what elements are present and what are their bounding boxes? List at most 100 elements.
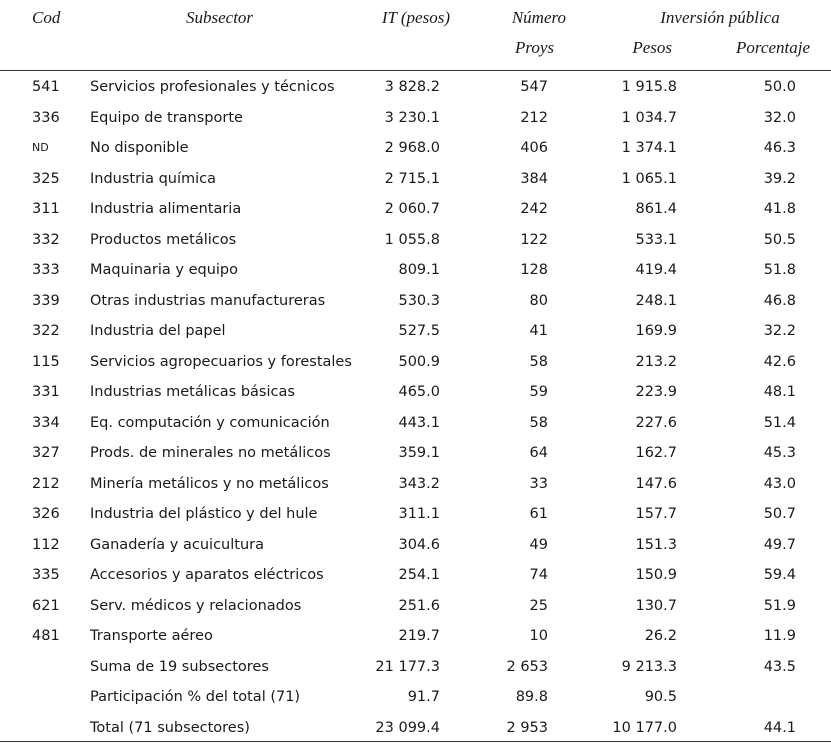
cell-proys: 25	[529, 597, 548, 614]
cell-pesos: 162.7	[635, 445, 677, 461]
cell-cod: 331	[32, 384, 60, 400]
cell-it: 527.5	[398, 323, 440, 339]
cell-pesos: 150.9	[635, 567, 677, 583]
cell-subsector: Minería metálicos y no metálicos	[90, 475, 329, 492]
bottom-rule	[0, 741, 831, 742]
cell-pesos: 861.4	[635, 201, 677, 217]
cell-pesos: 223.9	[635, 384, 677, 400]
cell-subsector: Serv. médicos y relacionados	[90, 597, 302, 614]
cell-proys: 41	[529, 323, 548, 339]
cell-it: 500.9	[398, 353, 440, 370]
cell-proys: 2 653	[506, 658, 548, 675]
cell-it: 443.1	[398, 414, 440, 431]
cell-subsector: Equipo de transporte	[90, 109, 243, 126]
cell-pesos: 10 177.0	[612, 719, 677, 736]
cell-pesos: 90.5	[644, 689, 677, 705]
cell-it: 3 828.2	[384, 79, 440, 95]
cell-it: 530.3	[398, 292, 440, 309]
cell-pesos: 157.7	[635, 506, 677, 522]
cell-cod: 311	[32, 201, 60, 217]
header-pesos: Pesos	[632, 38, 672, 57]
cell-proys: 384	[520, 170, 548, 187]
cell-porcentaje: 39.2	[763, 170, 796, 187]
cell-pesos: 1 065.1	[621, 170, 677, 187]
cell-proys: 61	[529, 506, 548, 522]
cell-cod: 334	[32, 414, 60, 431]
cell-subsector: Productos metálicos	[90, 231, 237, 248]
cell-subsector: Accesorios y aparatos eléctricos	[90, 567, 324, 583]
cell-proys: 80	[529, 292, 548, 309]
cell-subsector: Maquinaria y equipo	[90, 262, 238, 278]
cell-subsector: Suma de 19 subsectores	[90, 658, 269, 675]
cell-pesos: 147.6	[635, 475, 677, 492]
cell-it: 2 968.0	[384, 140, 440, 156]
cell-cod: 481	[32, 628, 60, 644]
cell-cod: 335	[32, 567, 60, 583]
cell-proys: 128	[520, 262, 548, 278]
cell-pesos: 248.1	[635, 292, 677, 309]
cell-subsector: Otras industrias manufactureras	[90, 292, 326, 309]
cell-cod: 339	[32, 292, 60, 309]
cell-subsector: Eq. computación y comunicación	[90, 414, 330, 431]
cell-proys: 89.8	[515, 689, 548, 705]
cell-cod: 326	[32, 506, 60, 522]
cell-porcentaje: 32.2	[763, 323, 796, 339]
cell-cod: 336	[32, 109, 60, 126]
header-rule	[0, 70, 831, 71]
cell-proys: 242	[520, 201, 548, 217]
cell-it: 1 055.8	[384, 231, 440, 248]
cell-proys: 74	[529, 567, 548, 583]
cell-pesos: 213.2	[635, 353, 677, 370]
cell-it: 311.1	[398, 506, 440, 522]
cell-cod: 212	[32, 475, 60, 492]
cell-proys: 2 953	[506, 719, 548, 736]
cell-cod: 332	[32, 231, 60, 248]
cell-cod: 115	[32, 353, 60, 370]
cell-porcentaje: 45.3	[763, 445, 796, 461]
cell-porcentaje: 11.9	[763, 628, 796, 644]
cell-subsector: Industrias metálicas básicas	[90, 384, 295, 400]
cell-it: 3 230.1	[384, 109, 440, 126]
cell-cod: 322	[32, 323, 60, 339]
cell-proys: 10	[529, 628, 548, 644]
cell-subsector: Transporte aéreo	[90, 628, 213, 644]
cell-porcentaje: 51.8	[763, 262, 796, 278]
cell-pesos: 151.3	[635, 536, 677, 553]
cell-subsector: Ganadería y acuicultura	[90, 536, 264, 553]
cell-proys: 59	[529, 384, 548, 400]
cell-it: 809.1	[398, 262, 440, 278]
cell-subsector: Servicios profesionales y técnicos	[90, 79, 335, 95]
cell-it: 304.6	[398, 536, 440, 553]
header-numero: Número	[511, 8, 566, 27]
cell-porcentaje: 50.7	[763, 506, 796, 522]
header-subsector: Subsector	[186, 8, 254, 27]
cell-porcentaje: 46.8	[763, 292, 796, 309]
cell-porcentaje: 48.1	[763, 384, 796, 400]
cell-pesos: 9 213.3	[621, 658, 677, 675]
cell-pesos: 130.7	[635, 597, 677, 614]
cell-it: 219.7	[398, 628, 440, 644]
cell-pesos: 1 034.7	[621, 109, 677, 126]
cell-porcentaje: 50.0	[763, 79, 796, 95]
cell-pesos: 26.2	[644, 628, 677, 644]
cell-subsector: Servicios agropecuarios y forestales	[90, 353, 352, 370]
cell-cod: 325	[32, 170, 60, 187]
cell-subsector: Industria del papel	[90, 323, 226, 339]
cell-porcentaje: 32.0	[763, 109, 796, 126]
cell-subsector: Prods. de minerales no metálicos	[90, 445, 331, 461]
cell-subsector: No disponible	[90, 140, 189, 156]
cell-pesos: 533.1	[635, 231, 677, 248]
cell-porcentaje: 46.3	[763, 140, 796, 156]
header-cod: Cod	[32, 8, 61, 27]
cell-proys: 64	[529, 445, 548, 461]
cell-proys: 33	[529, 475, 548, 492]
cell-pesos: 227.6	[635, 414, 677, 431]
cell-cod: 333	[32, 262, 60, 278]
cell-pesos: 1 915.8	[621, 79, 677, 95]
cell-it: 21 177.3	[375, 658, 440, 675]
cell-proys: 406	[520, 140, 548, 156]
cell-it: 254.1	[398, 567, 440, 583]
header-it: IT (pesos)	[381, 8, 450, 27]
cell-it: 251.6	[398, 597, 440, 614]
